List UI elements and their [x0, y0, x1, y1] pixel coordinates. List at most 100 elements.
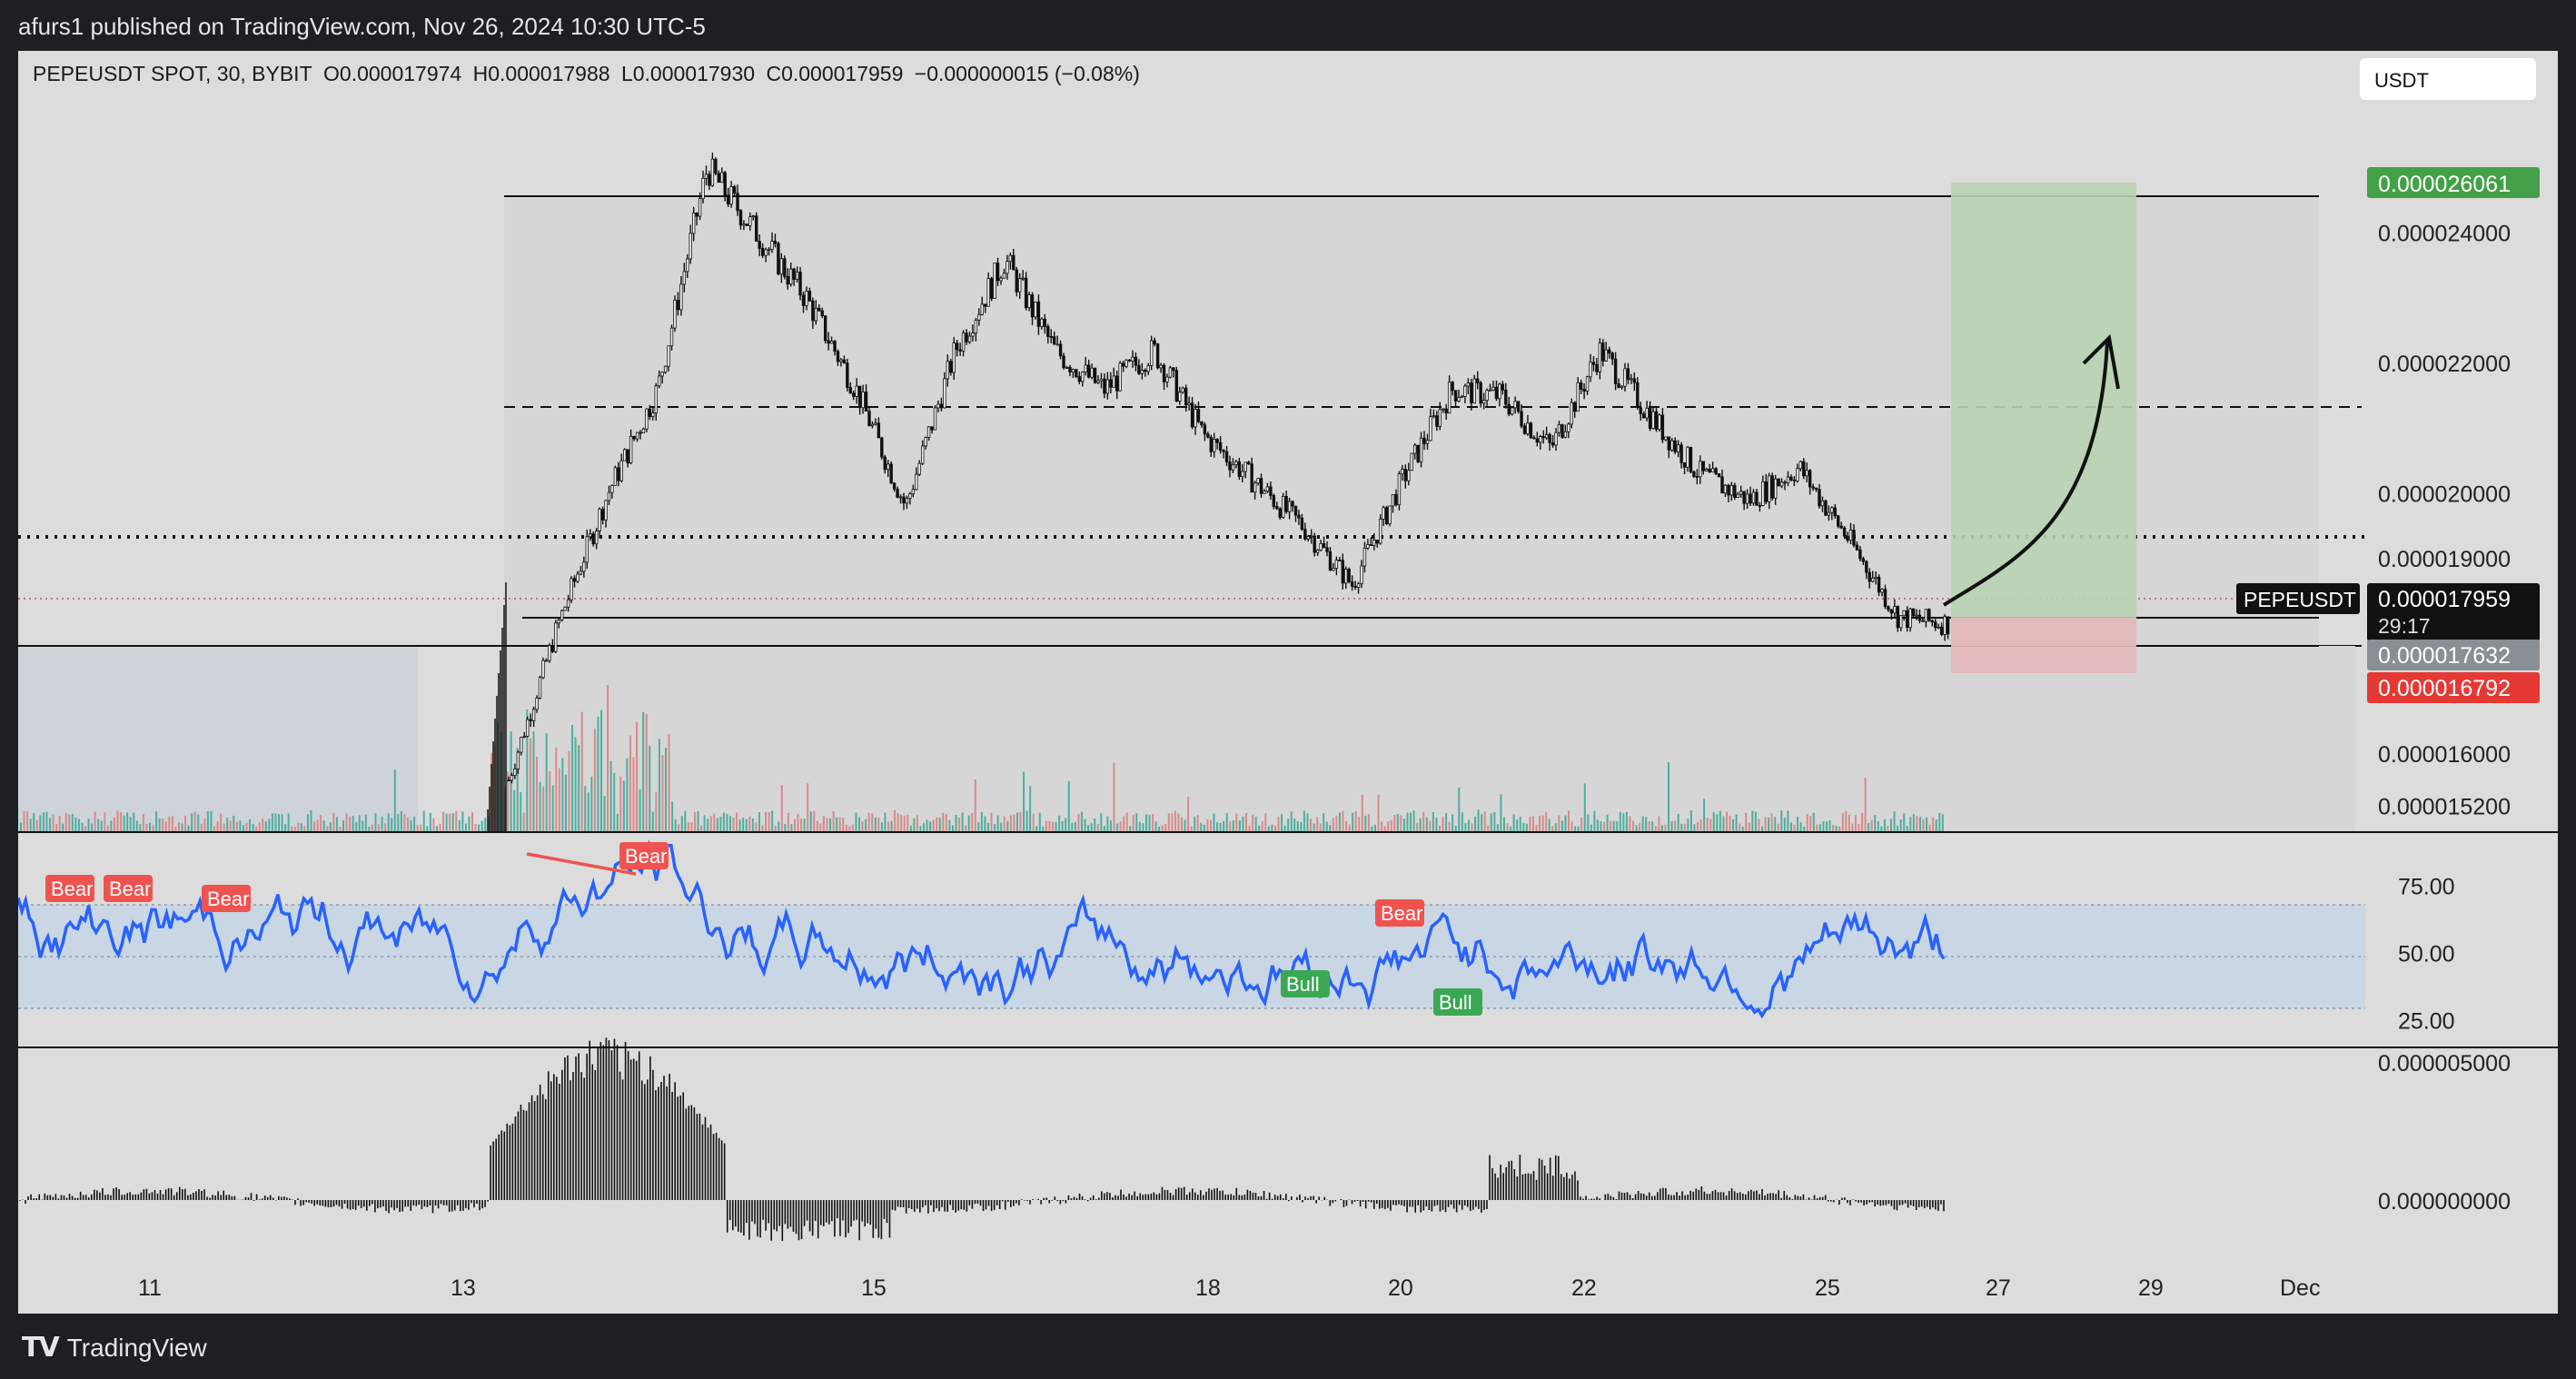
candle-body: [535, 698, 539, 710]
candle-body: [1344, 569, 1348, 584]
volume-bar: [709, 816, 712, 832]
candle-body: [958, 349, 962, 352]
volume-bar: [1352, 812, 1354, 832]
volume-bar: [1154, 821, 1157, 832]
candle-body: [892, 482, 897, 490]
candle-body: [635, 432, 639, 440]
candle-body: [1196, 409, 1201, 422]
volume-bar: [313, 821, 316, 832]
volume-bar: [387, 813, 390, 832]
volume-bar: [977, 822, 980, 832]
candle-body: [1507, 403, 1511, 415]
volume-bar: [1600, 821, 1602, 832]
volume-bar: [1235, 813, 1238, 832]
candle-body: [1673, 440, 1677, 452]
volume-bar: [1632, 820, 1634, 832]
volume-bar: [1525, 823, 1528, 832]
volume-bar: [158, 818, 161, 832]
candle-body: [513, 769, 517, 776]
candle-body: [1030, 294, 1035, 318]
volume-bar: [1729, 816, 1731, 832]
volume-bar: [1909, 817, 1912, 832]
chart-frame[interactable]: 0.000024000 0.000022000 0.000020000 0.00001…: [16, 51, 2558, 1314]
candle-body: [1504, 389, 1508, 405]
countdown-text: 29:17: [2378, 614, 2431, 638]
target-zone: [1951, 183, 2136, 646]
volume-bar: [780, 785, 783, 832]
volume-bar: [252, 824, 254, 832]
volume-bar: [1367, 814, 1370, 832]
candle-body: [1764, 481, 1769, 502]
chart-svg[interactable]: 0.000024000 0.000022000 0.000020000 0.00001…: [16, 51, 2558, 1314]
candle-body: [1213, 439, 1216, 452]
candle-body: [695, 213, 698, 217]
candle-body: [1686, 446, 1689, 468]
volume-bar: [364, 814, 367, 832]
volume-bar: [1903, 813, 1906, 832]
candle-body: [1350, 581, 1354, 587]
volume-bar: [894, 810, 897, 832]
volume-bar: [1293, 818, 1296, 832]
volume-bar: [1377, 794, 1380, 832]
candle-body: [855, 385, 858, 397]
volume-bar: [532, 731, 535, 832]
volume-bar: [1858, 823, 1860, 832]
candle-body: [1379, 519, 1382, 544]
candle-body: [579, 570, 583, 575]
candle-body: [554, 622, 558, 652]
candle-body: [1284, 495, 1288, 512]
candle-body: [911, 489, 916, 495]
volume-bar: [522, 812, 525, 832]
volume-bar: [1454, 825, 1457, 832]
candle-body: [1435, 415, 1439, 427]
volume-bar: [668, 733, 670, 832]
volume-bar: [1196, 815, 1199, 832]
volume-bar: [520, 792, 522, 832]
volume-bar: [258, 822, 261, 832]
price-tick-label: 0.000022000: [2378, 352, 2511, 377]
volume-bar: [758, 812, 760, 832]
volume-bar: [822, 816, 825, 832]
volume-bar: [690, 822, 693, 832]
candle-body: [1291, 501, 1294, 507]
volume-bar: [1874, 814, 1877, 832]
volume-bar: [1660, 825, 1663, 832]
volume-bar: [645, 713, 648, 832]
volume-bar: [574, 737, 577, 832]
candle-body: [1347, 569, 1351, 582]
bear-label: [104, 875, 153, 902]
candle-body: [764, 249, 768, 256]
volume-bar: [464, 823, 467, 832]
candle-body: [1623, 368, 1627, 387]
volume-bar: [919, 826, 922, 832]
candle-body: [589, 533, 592, 538]
candle-body: [1313, 535, 1316, 553]
volume-bar: [1451, 814, 1454, 832]
volume-bar: [349, 817, 352, 832]
tv-icon: 𝗧𝗩: [22, 1333, 60, 1363]
volume-bar: [106, 825, 109, 832]
candle-body: [1027, 294, 1031, 309]
tradingview-logo[interactable]: 𝗧𝗩 TradingView: [22, 1332, 207, 1364]
volume-bar: [1416, 822, 1419, 832]
volume-bar: [1938, 812, 1941, 832]
volume-bar: [674, 819, 677, 832]
candle-body: [1648, 407, 1652, 430]
candle-body: [1203, 424, 1207, 435]
candle-body: [1874, 576, 1878, 579]
candle-body: [1934, 621, 1937, 629]
volume-bar: [936, 817, 938, 832]
currency-selector[interactable]: USDT: [2360, 58, 2536, 100]
candle-body: [846, 362, 849, 389]
volume-bar: [1587, 814, 1590, 832]
candle-body: [1833, 507, 1837, 517]
volume-bar: [1187, 796, 1190, 832]
volume-bar: [1693, 824, 1696, 832]
volume-bar: [352, 815, 354, 832]
volume-bar: [974, 779, 976, 832]
volume-bar: [1171, 813, 1174, 832]
volume-bar: [1551, 826, 1554, 832]
volume-bar: [1864, 777, 1867, 832]
volume-bar: [1332, 818, 1334, 832]
bear-label: [1375, 899, 1424, 927]
